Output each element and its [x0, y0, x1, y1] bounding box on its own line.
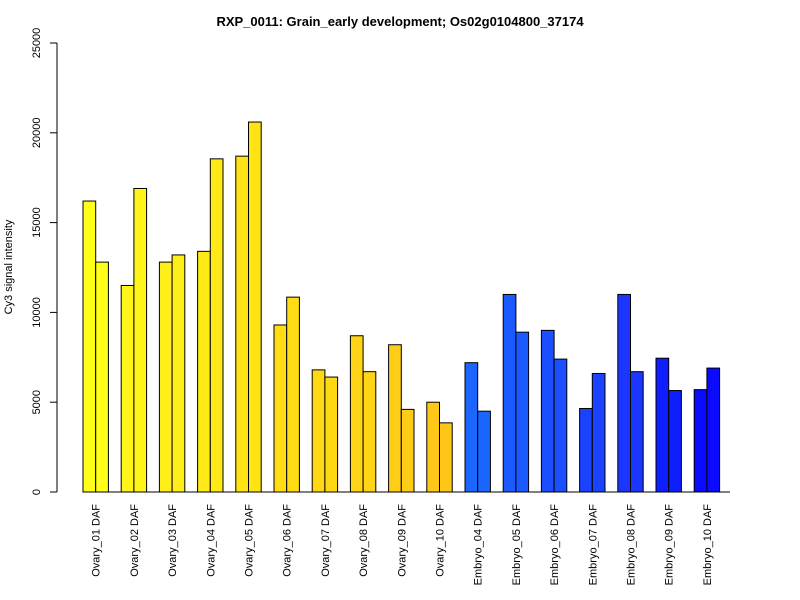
- bar: [426, 401, 440, 493]
- bar: [540, 329, 555, 493]
- x-tick-label: Ovary_01 DAF: [91, 504, 103, 577]
- bars-group: [82, 121, 721, 493]
- bar: [158, 261, 173, 493]
- bar: [553, 358, 568, 493]
- x-tick-label: Ovary_08 DAF: [358, 504, 370, 577]
- bar: [591, 372, 606, 493]
- x-tick-label: Embryo_08 DAF: [626, 504, 638, 586]
- bar: [706, 367, 721, 493]
- bar: [235, 155, 250, 493]
- bar: [349, 335, 364, 493]
- x-tick-label: Embryo_09 DAF: [664, 504, 676, 586]
- x-tick-label: Ovary_03 DAF: [167, 504, 179, 577]
- bar: [400, 408, 415, 493]
- bar: [630, 371, 644, 493]
- y-tick-label: 20000: [31, 118, 43, 149]
- y-tick-label: 15000: [31, 207, 43, 238]
- x-tick-labels: Ovary_01 DAF Ovary_02 DAF Ovary_03 DAF Ovar…: [91, 504, 714, 586]
- bar: [515, 331, 530, 493]
- bar: [286, 296, 300, 493]
- x-tick-label: Embryo_04 DAF: [473, 504, 485, 586]
- bar: [477, 410, 491, 493]
- x-tick-label: Ovary_10 DAF: [435, 504, 447, 577]
- bar: [655, 357, 670, 493]
- y-tick-label: 10000: [31, 297, 43, 328]
- bar: [273, 324, 288, 493]
- x-tick-label: Ovary_09 DAF: [396, 504, 408, 577]
- bar: [197, 250, 211, 493]
- y-tick-label: 5000: [31, 390, 43, 414]
- bar: [95, 261, 109, 493]
- bar: [388, 344, 402, 493]
- bar: [133, 187, 148, 493]
- x-tick-label: Embryo_10 DAF: [702, 504, 714, 586]
- bar: [248, 121, 262, 493]
- bar: [579, 407, 593, 493]
- x-tick-label: Ovary_06 DAF: [282, 504, 294, 577]
- bar: [464, 362, 479, 493]
- bar: [693, 389, 708, 493]
- x-tick-label: Embryo_06 DAF: [549, 504, 561, 586]
- bar: [324, 376, 339, 493]
- y-tick-label: 25000: [31, 28, 43, 59]
- bar: [617, 293, 631, 493]
- y-tick-label: 0: [31, 489, 43, 495]
- x-tick-label: Embryo_05 DAF: [511, 504, 523, 586]
- bar: [209, 158, 224, 493]
- bar: [439, 422, 453, 493]
- bar: [82, 200, 97, 493]
- y-axis-label: Cy3 signal intensity: [3, 219, 15, 314]
- x-tick-label: Ovary_07 DAF: [320, 504, 332, 577]
- bar: [502, 293, 517, 493]
- bar: [311, 369, 326, 493]
- y-axis: 0 5000 10000 15000 20000 25000: [31, 28, 58, 495]
- x-tick-label: Ovary_04 DAF: [205, 504, 217, 577]
- chart-title: RXP_0011: Grain_early development; Os02g…: [216, 14, 584, 29]
- bar: [171, 254, 186, 493]
- x-tick-label: Embryo_07 DAF: [587, 504, 599, 586]
- x-tick-label: Ovary_02 DAF: [129, 504, 141, 577]
- bar: [120, 284, 135, 493]
- bar: [668, 390, 682, 493]
- bar: [362, 371, 377, 493]
- x-tick-label: Ovary_05 DAF: [244, 504, 256, 577]
